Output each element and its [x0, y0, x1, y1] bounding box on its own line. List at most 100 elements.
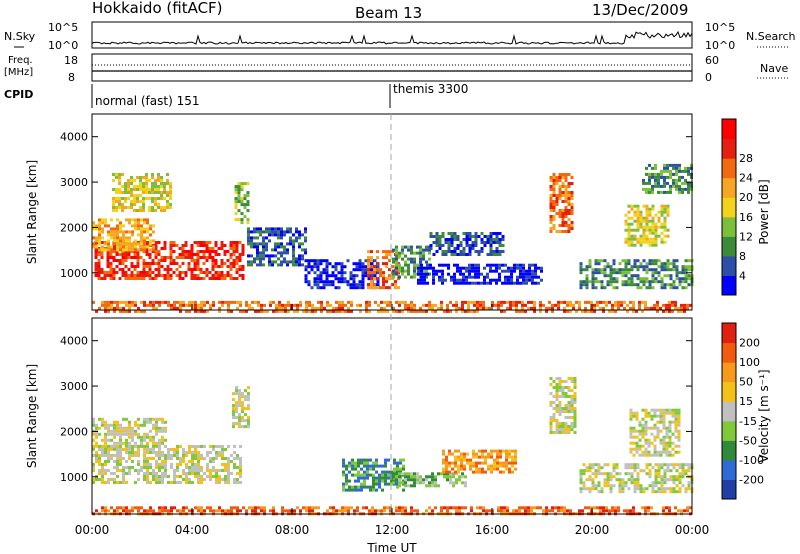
heatmap-cell: [401, 245, 404, 249]
heatmap-cell: [382, 256, 385, 260]
heatmap-cell: [229, 262, 233, 265]
heatmap-cell: [672, 259, 676, 263]
heatmap-cell: [647, 509, 650, 513]
heatmap-cell: [401, 506, 404, 510]
heatmap-cell: [140, 309, 143, 313]
heatmap-cell: [644, 408, 648, 412]
heatmap-cell: [657, 271, 661, 275]
heatmap-cell: [654, 228, 658, 232]
heatmap-cell: [463, 455, 466, 459]
heatmap-cell: [669, 175, 672, 179]
heatmap-cell: [401, 257, 404, 261]
heatmap-cell: [240, 221, 244, 225]
heatmap-cell: [166, 274, 170, 277]
heatmap-cell: [238, 425, 241, 429]
heatmap-cell: [179, 457, 182, 460]
heatmap-cell: [527, 300, 530, 304]
heatmap-cell: [212, 457, 215, 460]
heatmap-cell: [197, 451, 200, 454]
heatmap-cell: [145, 274, 149, 277]
heatmap-cell: [681, 187, 684, 191]
heatmap-cell: [176, 454, 179, 457]
heatmap-cell: [629, 447, 633, 451]
heatmap-cell: [621, 487, 625, 491]
heatmap-cell: [558, 191, 562, 194]
heatmap-cell: [442, 449, 445, 453]
heatmap-cell: [188, 300, 191, 304]
heatmap-cell: [633, 478, 637, 482]
heatmap-cell: [236, 306, 239, 310]
heatmap-cell: [671, 420, 675, 424]
x-tick-label: 12:00: [375, 523, 410, 537]
heatmap-cell: [672, 178, 675, 182]
heatmap-cell: [152, 423, 155, 427]
heatmap-cell: [654, 268, 658, 272]
heatmap-cell: [662, 426, 666, 430]
heatmap-cell: [651, 262, 655, 266]
heatmap-cell: [235, 271, 239, 274]
heatmap-cell: [206, 300, 209, 304]
heatmap-cell: [160, 247, 164, 250]
heatmap-cell: [196, 256, 200, 259]
heatmap-cell: [668, 423, 672, 427]
heatmap-cell: [521, 300, 524, 304]
heatmap-cell: [262, 236, 265, 240]
heatmap-cell: [681, 175, 684, 179]
heatmap-cell: [460, 452, 463, 456]
heatmap-cell: [259, 263, 262, 267]
heatmap-cell: [187, 268, 191, 271]
heatmap-cell: [325, 262, 329, 266]
heatmap-cell: [107, 509, 110, 513]
heatmap-cell: [648, 280, 652, 284]
heatmap-cell: [361, 265, 365, 269]
heatmap-cell: [158, 417, 161, 421]
heatmap-cell: [686, 509, 689, 513]
heatmap-cell: [630, 234, 634, 238]
heatmap-cell: [143, 478, 146, 481]
heatmap-cell: [311, 303, 314, 307]
heatmap-cell: [220, 247, 224, 250]
heatmap-cell: [454, 461, 457, 465]
heatmap-cell: [363, 479, 366, 483]
heatmap-cell: [440, 303, 443, 307]
heatmap-cell: [663, 204, 667, 208]
heatmap-cell: [645, 216, 649, 220]
heatmap-cell: [564, 392, 568, 395]
heatmap-cell: [582, 283, 586, 287]
heatmap-cell: [615, 268, 619, 272]
heatmap-cell: [493, 464, 496, 468]
heatmap-cell: [366, 464, 369, 468]
heatmap-cell: [209, 303, 212, 307]
heatmap-cell: [555, 425, 559, 428]
heatmap-cell: [185, 481, 188, 484]
heatmap-cell: [235, 389, 238, 393]
heatmap-cell: [200, 509, 203, 513]
heatmap-cell: [445, 455, 448, 459]
heatmap-cell: [450, 244, 454, 247]
heatmap-cell: [352, 268, 356, 272]
heatmap-cell: [666, 175, 669, 179]
heatmap-cell: [503, 300, 506, 304]
heatmap-cell: [256, 254, 259, 258]
heatmap-cell: [187, 250, 191, 253]
heatmap-cell: [615, 271, 619, 275]
heatmap-cell: [164, 429, 167, 433]
heatmap-cell: [142, 182, 145, 185]
heatmap-cell: [570, 197, 574, 200]
heatmap-cell: [257, 506, 260, 510]
heatmap-cell: [428, 303, 431, 307]
heatmap-cell: [452, 475, 455, 479]
heatmap-cell: [200, 475, 203, 478]
heatmap-cell: [463, 458, 466, 462]
heatmap-cell: [390, 479, 393, 483]
heatmap-cell: [160, 259, 164, 262]
heatmap-cell: [666, 234, 670, 238]
heatmap-cell: [119, 309, 122, 313]
heatmap-cell: [591, 268, 595, 272]
heatmap-cell: [633, 463, 637, 467]
heatmap-cell: [122, 242, 125, 246]
heatmap-cell: [350, 300, 353, 304]
heatmap-cell: [125, 466, 128, 469]
heatmap-cell: [498, 272, 501, 276]
heatmap-cell: [633, 237, 637, 241]
